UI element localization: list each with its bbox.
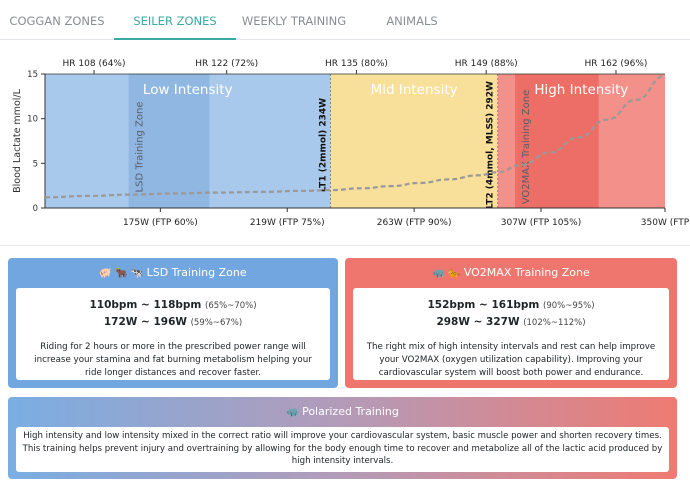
tab-weekly-training[interactable]: WEEKLY TRAINING <box>241 14 347 28</box>
intensity-band-label: High Intensity <box>534 82 628 98</box>
polarized-description: High intensity and low intensity mixed i… <box>22 431 663 466</box>
vo2max-power-value: 298W ~ 327W <box>436 316 520 328</box>
lsd-hr-value: 110bpm ~ 118bpm <box>89 299 202 311</box>
top-axis-tick-label: HR 108 (64%) <box>63 59 126 69</box>
x-tick-label: 350W (FTP <box>641 218 690 228</box>
lsd-power-pct: (59%~67%) <box>190 318 243 328</box>
top-axis-tick-label: HR 149 (88%) <box>455 59 518 69</box>
training-zone-label: LSD Training Zone <box>135 102 146 193</box>
intensity-band-label: Mid Intensity <box>371 82 458 98</box>
polarized-card-title: Polarized Training <box>302 405 399 418</box>
animal-icons: 🐖 🐂 🐄 <box>99 268 144 279</box>
animal-icons: 🦏 🐆 <box>432 268 461 279</box>
tab-coggan-zones[interactable]: COGGAN ZONES <box>9 14 105 28</box>
top-axis-tick-label: HR 135 (80%) <box>325 59 388 69</box>
y-tick-label: 15 <box>27 70 38 80</box>
intensity-band-label: Low Intensity <box>143 82 233 98</box>
vo2max-card-title: VO2MAX Training Zone <box>463 266 590 279</box>
vo2max-description: The right mix of high intensity interval… <box>366 342 656 378</box>
lsd-description: Riding for 2 hours or more in the prescr… <box>34 342 312 378</box>
vo2max-hr-value: 152bpm ~ 161bpm <box>427 299 540 311</box>
x-tick-label: 175W (FTP 60%) <box>123 218 198 228</box>
zone-tabs: COGGAN ZONES SEILER ZONES WEEKLY TRAININ… <box>0 0 690 40</box>
vo2max-card-body: 152bpm ~ 161bpm (90%~95%) 298W ~ 327W (1… <box>353 288 669 380</box>
lsd-hr-range: 110bpm ~ 118bpm (65%~70%) <box>16 297 330 314</box>
tab-seiler-zones[interactable]: SEILER ZONES <box>114 0 236 40</box>
lactate-curve <box>44 74 666 199</box>
y-axis-label: Blood Lactate mmol/L <box>12 88 23 192</box>
vo2max-power-pct: (102%~112%) <box>523 318 586 328</box>
threshold-label: LT2 (4mmol, MLSS) 292W <box>486 81 496 209</box>
vo2max-card-header: 🦏 🐆 VO2MAX Training Zone <box>345 258 677 288</box>
lactate-chart: Low Intensity Mid Intensity High Intensity… <box>12 59 690 228</box>
threshold-label: LT1 (2mmol) 234W <box>318 98 328 192</box>
animal-icons: 🦏 <box>286 407 299 418</box>
tab-animals[interactable]: ANIMALS <box>386 14 438 28</box>
training-zone-band <box>515 74 599 208</box>
lsd-power-value: 172W ~ 196W <box>103 316 187 328</box>
intensity-band <box>330 74 498 208</box>
lsd-power-range: 172W ~ 196W (59%~67%) <box>16 314 330 331</box>
y-tick-label: 5 <box>33 159 38 169</box>
lsd-card-title: LSD Training Zone <box>146 266 247 279</box>
vo2max-hr-range: 152bpm ~ 161bpm (90%~95%) <box>353 297 669 314</box>
vo2max-zone-card: 🦏 🐆 VO2MAX Training Zone 152bpm ~ 161bpm… <box>345 258 677 388</box>
x-tick-label: 263W (FTP 90%) <box>377 218 452 228</box>
polarized-card-header: 🦏 Polarized Training <box>8 397 677 427</box>
vo2max-hr-pct: (90%~95%) <box>543 301 595 311</box>
training-zone-band <box>128 74 210 208</box>
y-tick-label: 0 <box>33 204 38 214</box>
x-tick-label: 219W (FTP 75%) <box>250 218 325 228</box>
polarized-training-card: 🦏 Polarized Training High intensity and … <box>8 397 677 479</box>
lsd-card-body: 110bpm ~ 118bpm (65%~70%) 172W ~ 196W (5… <box>16 288 330 380</box>
lsd-hr-pct: (65%~70%) <box>205 301 257 311</box>
training-zone-label: VO2MAX Training Zone <box>521 90 532 205</box>
x-tick-label: 307W (FTP 105%) <box>501 218 582 228</box>
top-axis-tick-label: HR 122 (72%) <box>195 59 258 69</box>
lsd-card-header: 🐖 🐂 🐄 LSD Training Zone <box>8 258 338 288</box>
top-axis-tick-label: HR 162 (96%) <box>585 59 648 69</box>
vo2max-power-range: 298W ~ 327W (102%~112%) <box>353 314 669 331</box>
section-divider <box>0 245 690 246</box>
lsd-zone-card: 🐖 🐂 🐄 LSD Training Zone 110bpm ~ 118bpm … <box>8 258 338 388</box>
polarized-card-body: High intensity and low intensity mixed i… <box>16 427 669 472</box>
y-tick-label: 10 <box>27 115 38 125</box>
